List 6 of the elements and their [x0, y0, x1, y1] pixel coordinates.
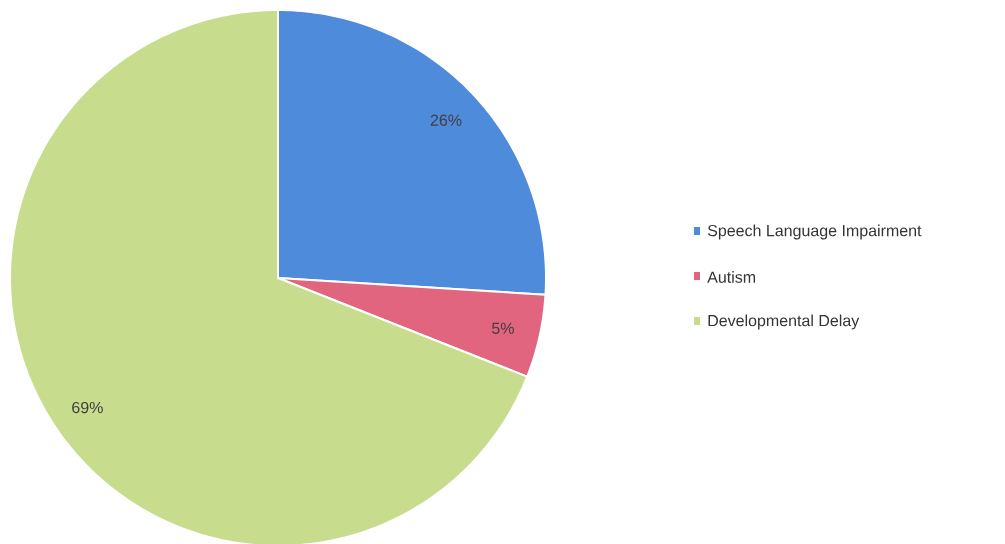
data-label: 26% [430, 114, 462, 126]
legend-label: Autism [707, 271, 756, 283]
legend-label: Speech Language Impairment [707, 224, 922, 240]
data-label: 5% [492, 322, 514, 334]
legend-label: Developmental Delay [708, 314, 860, 330]
data-label: 69% [72, 401, 103, 414]
